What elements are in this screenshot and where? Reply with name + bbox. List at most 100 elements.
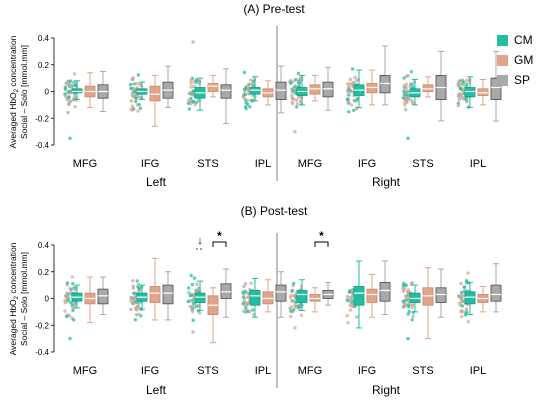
scatter-point	[132, 291, 136, 295]
panel-a-y-label-l1b: concentration	[8, 35, 18, 89]
box-gm	[262, 279, 274, 313]
box-cm	[71, 284, 83, 309]
region-sts-group: STS	[401, 267, 447, 377]
legend-swatch-gm	[497, 55, 508, 66]
box-gm	[366, 69, 378, 106]
scatter-point	[350, 67, 355, 71]
scatter-point	[136, 109, 140, 113]
region-label: MFG	[73, 365, 97, 377]
scatter-point	[347, 289, 352, 294]
scatter-point	[290, 298, 294, 303]
y-tick-label: 0.2	[38, 61, 50, 70]
scatter-point	[403, 93, 408, 97]
scatter-point	[289, 81, 293, 85]
scatter-point	[458, 294, 462, 299]
scatter-point	[407, 309, 411, 314]
y-tick-label: -0.2	[35, 114, 49, 123]
region-mfg-group: MFG	[288, 66, 334, 170]
box-cm	[353, 69, 365, 109]
scatter-point	[69, 300, 73, 305]
scatter-point	[352, 80, 356, 85]
box-sp	[490, 263, 502, 313]
scatter-point	[348, 308, 353, 312]
scatter-point	[191, 100, 196, 104]
box-cm	[249, 277, 261, 318]
region-label: IPL	[255, 365, 272, 377]
scatter-point	[73, 105, 77, 109]
scatter-point	[63, 300, 67, 305]
scatter-point	[403, 283, 407, 287]
box-iqr	[275, 284, 287, 302]
box-sp	[490, 50, 502, 122]
scatter-point	[294, 98, 299, 102]
scatter-point	[191, 318, 195, 322]
region-ipl-group: IPL	[456, 263, 502, 377]
box-gm	[422, 76, 434, 98]
box-gm	[84, 72, 96, 109]
box-sp	[275, 271, 287, 318]
scatter-point	[64, 82, 68, 86]
region-label: MFG	[298, 365, 322, 377]
scatter-point	[345, 298, 349, 302]
scatter-point	[410, 318, 414, 322]
significance-star: *	[217, 229, 222, 243]
y-tick-label: -0.2	[35, 321, 49, 330]
scatter-point	[68, 336, 72, 341]
scatter-point	[243, 282, 248, 286]
box-cm	[136, 81, 148, 101]
scatter-point	[247, 309, 252, 314]
panel-a-y-label-l1a: Averaged HbO	[8, 92, 18, 148]
box-cm	[464, 281, 476, 316]
scatter-point	[460, 314, 464, 319]
region-ifg-group: IFG	[345, 260, 391, 377]
scatter-point	[251, 308, 255, 312]
box-sp	[97, 276, 109, 316]
scatter-point	[350, 302, 354, 306]
scatter-point	[248, 105, 252, 109]
scatter-point	[352, 108, 356, 113]
scatter-point	[135, 94, 139, 98]
panel-b-y-label-sub: 2	[14, 295, 20, 299]
scatter-point	[456, 84, 461, 88]
scatter-point	[68, 287, 72, 291]
region-label: IFG	[358, 365, 376, 377]
scatter-point	[243, 86, 248, 90]
box-gm	[262, 80, 274, 106]
scatter-point	[66, 299, 70, 303]
scatter-point	[349, 103, 354, 107]
scatter-point	[249, 281, 253, 285]
scatter-point	[187, 91, 191, 96]
scatter-point	[64, 95, 68, 99]
legend-label-cm: CM	[514, 33, 533, 47]
scatter-point	[63, 309, 67, 313]
box-iqr	[249, 290, 261, 306]
region-ifg-group: IFG	[345, 45, 391, 170]
scatter-point	[242, 96, 246, 100]
y-tick-label: -0.4	[35, 348, 49, 357]
box-iqr	[490, 284, 502, 302]
scatter-point	[349, 295, 353, 299]
scatter-point	[71, 308, 75, 313]
box-gm	[477, 285, 489, 313]
scatter-point	[465, 280, 469, 285]
scatter-point	[294, 105, 299, 109]
scatter-point	[138, 106, 143, 111]
scatter-point	[460, 290, 464, 295]
legend-swatch-cm	[497, 35, 508, 46]
box-iqr	[194, 292, 206, 303]
region-ipl-group: IPL	[241, 65, 287, 170]
y-tick-label: 0.4	[38, 34, 50, 43]
box-gm	[207, 287, 219, 344]
box-iqr	[477, 88, 489, 96]
scatter-point	[403, 103, 407, 107]
scatter-point	[404, 108, 408, 112]
panel-a-plot: -0.4 -0.2 0 0.2 0.4 MFG IFG STS IPL MFG IFG STS IPL	[35, 26, 502, 181]
scatter-point	[65, 291, 69, 295]
scatter-point	[251, 81, 256, 86]
box-iqr	[149, 85, 161, 102]
scatter-point	[134, 294, 138, 298]
box-iqr	[162, 284, 174, 305]
box-sp	[162, 271, 174, 321]
scatter-point	[298, 99, 302, 104]
scatter-point	[187, 98, 191, 103]
